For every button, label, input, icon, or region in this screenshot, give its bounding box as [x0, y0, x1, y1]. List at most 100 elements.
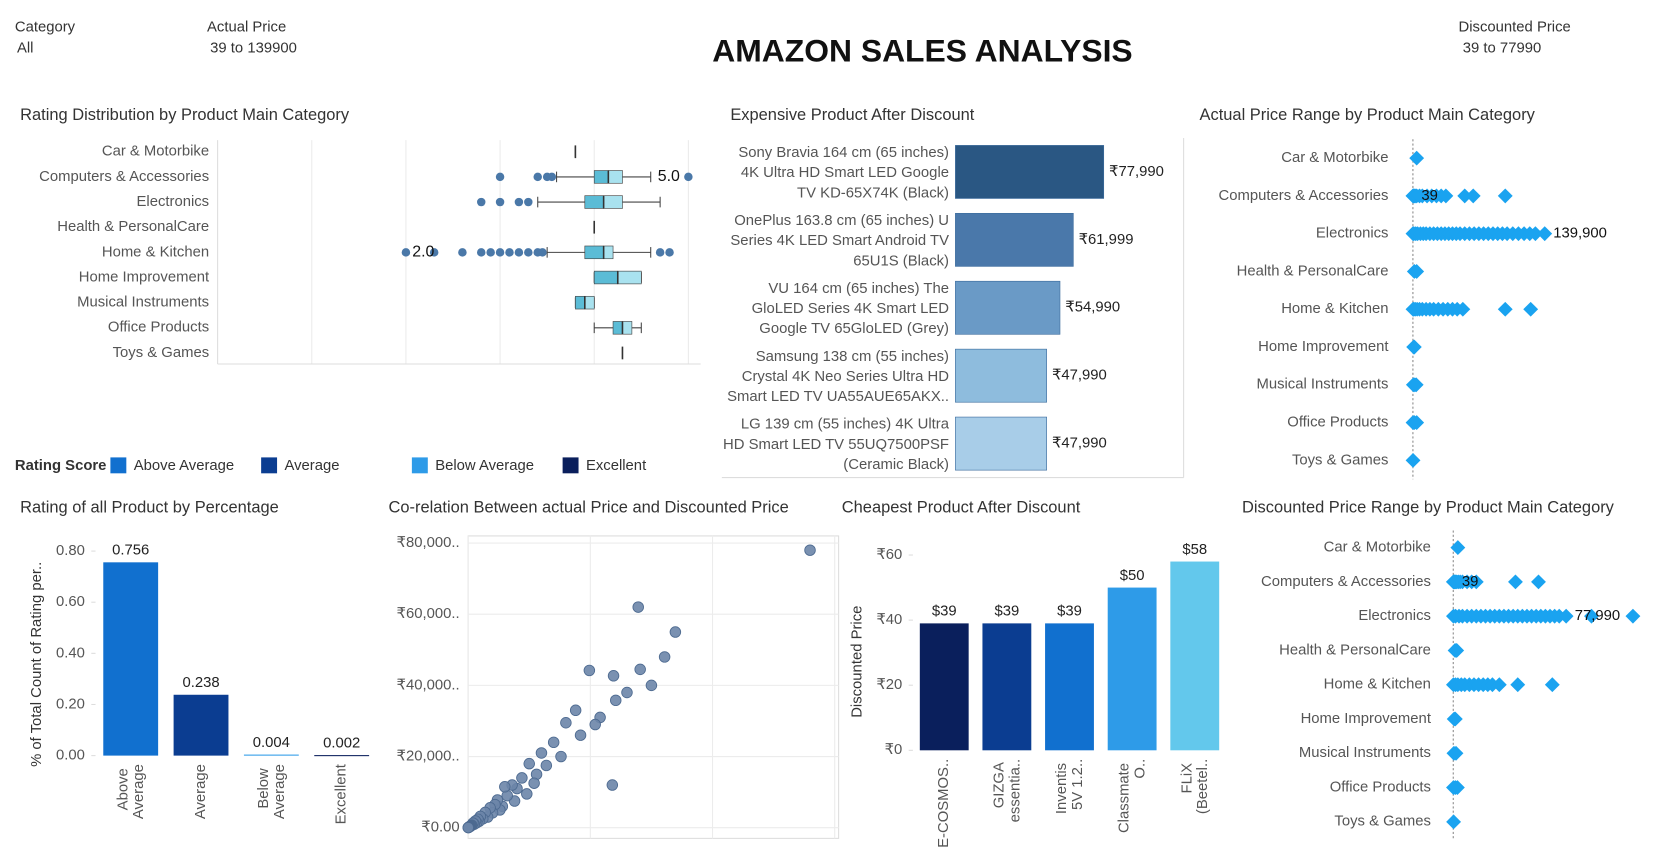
- x-tick-label: Classmate O..: [1117, 759, 1149, 833]
- filter-value[interactable]: 39 to 139900: [210, 41, 297, 57]
- outlier: [514, 248, 524, 257]
- x-tick-label: E-COSMOS..: [936, 759, 952, 848]
- box-upper: [603, 195, 623, 209]
- filter-label: Category: [15, 20, 76, 36]
- category-label: Toys & Games: [1292, 452, 1389, 468]
- category-label: Office Products: [1287, 415, 1388, 431]
- outlier: [476, 248, 486, 257]
- point: [560, 717, 572, 729]
- diamond: [1455, 301, 1471, 317]
- point: [583, 664, 596, 677]
- point: [535, 747, 548, 759]
- legend-label: Below Average: [435, 458, 534, 474]
- bar: [103, 562, 159, 756]
- box-lower: [612, 321, 623, 335]
- annotation: 39: [1421, 188, 1438, 204]
- y-tick-label: ₹20,000..: [397, 748, 460, 764]
- point: [574, 729, 587, 741]
- category-label: Health & PersonalCare: [57, 219, 209, 235]
- category-label: Car & Motorbike: [102, 144, 209, 160]
- filter-actual-price[interactable]: Actual Price 39 to 139900: [207, 20, 297, 57]
- y-tick-label: ₹40,000..: [397, 677, 460, 693]
- diamond: [1523, 301, 1539, 317]
- bar: [982, 623, 1032, 751]
- diamond: [1408, 377, 1424, 393]
- value-label: 0.002: [323, 735, 360, 751]
- x-tick-label: FLiX (Beetel..: [1179, 759, 1211, 814]
- legend-label: Average: [284, 458, 339, 474]
- category-label: Toys & Games: [113, 345, 210, 361]
- diamond: [1527, 226, 1543, 242]
- point: [499, 781, 511, 793]
- point: [528, 777, 540, 789]
- bar: [955, 416, 1047, 471]
- chart-title: Cheapest Product After Discount: [842, 499, 1081, 517]
- bar: [1045, 623, 1094, 751]
- outlier: [505, 248, 514, 257]
- filter-value[interactable]: 39 to 77990: [1463, 41, 1541, 57]
- outlier: [514, 197, 524, 207]
- outlier: [524, 248, 533, 257]
- bar: [955, 348, 1047, 403]
- y-tick-label: 0.80: [56, 543, 85, 559]
- diamond: [1446, 814, 1462, 830]
- diamond: [1625, 608, 1641, 624]
- category-label: Computers & Accessories: [1261, 574, 1431, 590]
- category-label-box: Samsung 138 cm (55 inches) Crystal 4K Ne…: [727, 346, 949, 403]
- box-upper: [603, 245, 614, 260]
- category-label: Home & Kitchen: [1324, 677, 1431, 693]
- point: [634, 663, 646, 676]
- point: [523, 757, 535, 770]
- category-label: Home & Kitchen: [1281, 301, 1388, 317]
- filter-category[interactable]: Category All: [15, 20, 76, 57]
- bar: [919, 623, 969, 751]
- point: [804, 544, 816, 556]
- diamond: [1450, 540, 1466, 556]
- category-label: Health & PersonalCare: [1279, 642, 1431, 658]
- value-label: $39: [1057, 604, 1082, 620]
- value-label: ₹47,990: [1052, 436, 1107, 452]
- annotation: 139,900: [1553, 226, 1607, 242]
- category-label: Toys & Games: [1334, 814, 1431, 830]
- legend-title: Rating Score: [15, 458, 107, 474]
- category-label: Office Products: [108, 320, 209, 336]
- y-tick-label: 0.40: [56, 645, 85, 661]
- outlier: [684, 172, 693, 182]
- category-label: OnePlus 163.8 cm (65 inches) U Series 4K…: [730, 210, 950, 268]
- annotation: 5.0: [658, 168, 680, 185]
- x-tick-label: Below Average: [256, 764, 288, 819]
- outlier: [655, 248, 665, 257]
- point: [669, 626, 682, 638]
- diamond: [1497, 301, 1513, 317]
- category-label: Car & Motorbike: [1324, 540, 1431, 556]
- y-tick-label: ₹20: [876, 677, 902, 693]
- x-tick-label: Above Average: [115, 764, 147, 819]
- value-label: 0.756: [112, 543, 149, 559]
- box-upper: [608, 170, 623, 184]
- outlier: [401, 248, 411, 257]
- legend-swatch: [110, 457, 127, 474]
- category-label: Musical Instruments: [77, 295, 209, 311]
- diamond: [1409, 150, 1425, 166]
- outlier: [429, 248, 439, 257]
- point: [645, 679, 658, 692]
- point: [632, 601, 644, 613]
- category-label: Sony Bravia 164 cm (65 inches) 4K Ultra …: [738, 142, 950, 201]
- category-label: Office Products: [1330, 779, 1431, 795]
- x-tick-label: Average: [193, 764, 209, 819]
- category-label: Electronics: [1316, 226, 1389, 242]
- point: [610, 694, 622, 707]
- legend-swatch: [562, 457, 579, 474]
- bar: [955, 212, 1074, 267]
- point: [569, 704, 582, 717]
- filter-discounted-price[interactable]: Discounted Price 39 to 77990: [1459, 20, 1571, 57]
- filter-value[interactable]: All: [17, 41, 34, 57]
- value-label: $58: [1182, 542, 1207, 558]
- box-lower: [584, 245, 604, 260]
- filter-label: Discounted Price: [1459, 20, 1571, 36]
- annotation: 39: [1462, 574, 1479, 590]
- y-axis-label: Discounted Price: [850, 606, 866, 718]
- x-tick-label: Excellent: [334, 763, 350, 824]
- category-label-box: OnePlus 163.8 cm (65 inches) U Series 4K…: [730, 210, 950, 268]
